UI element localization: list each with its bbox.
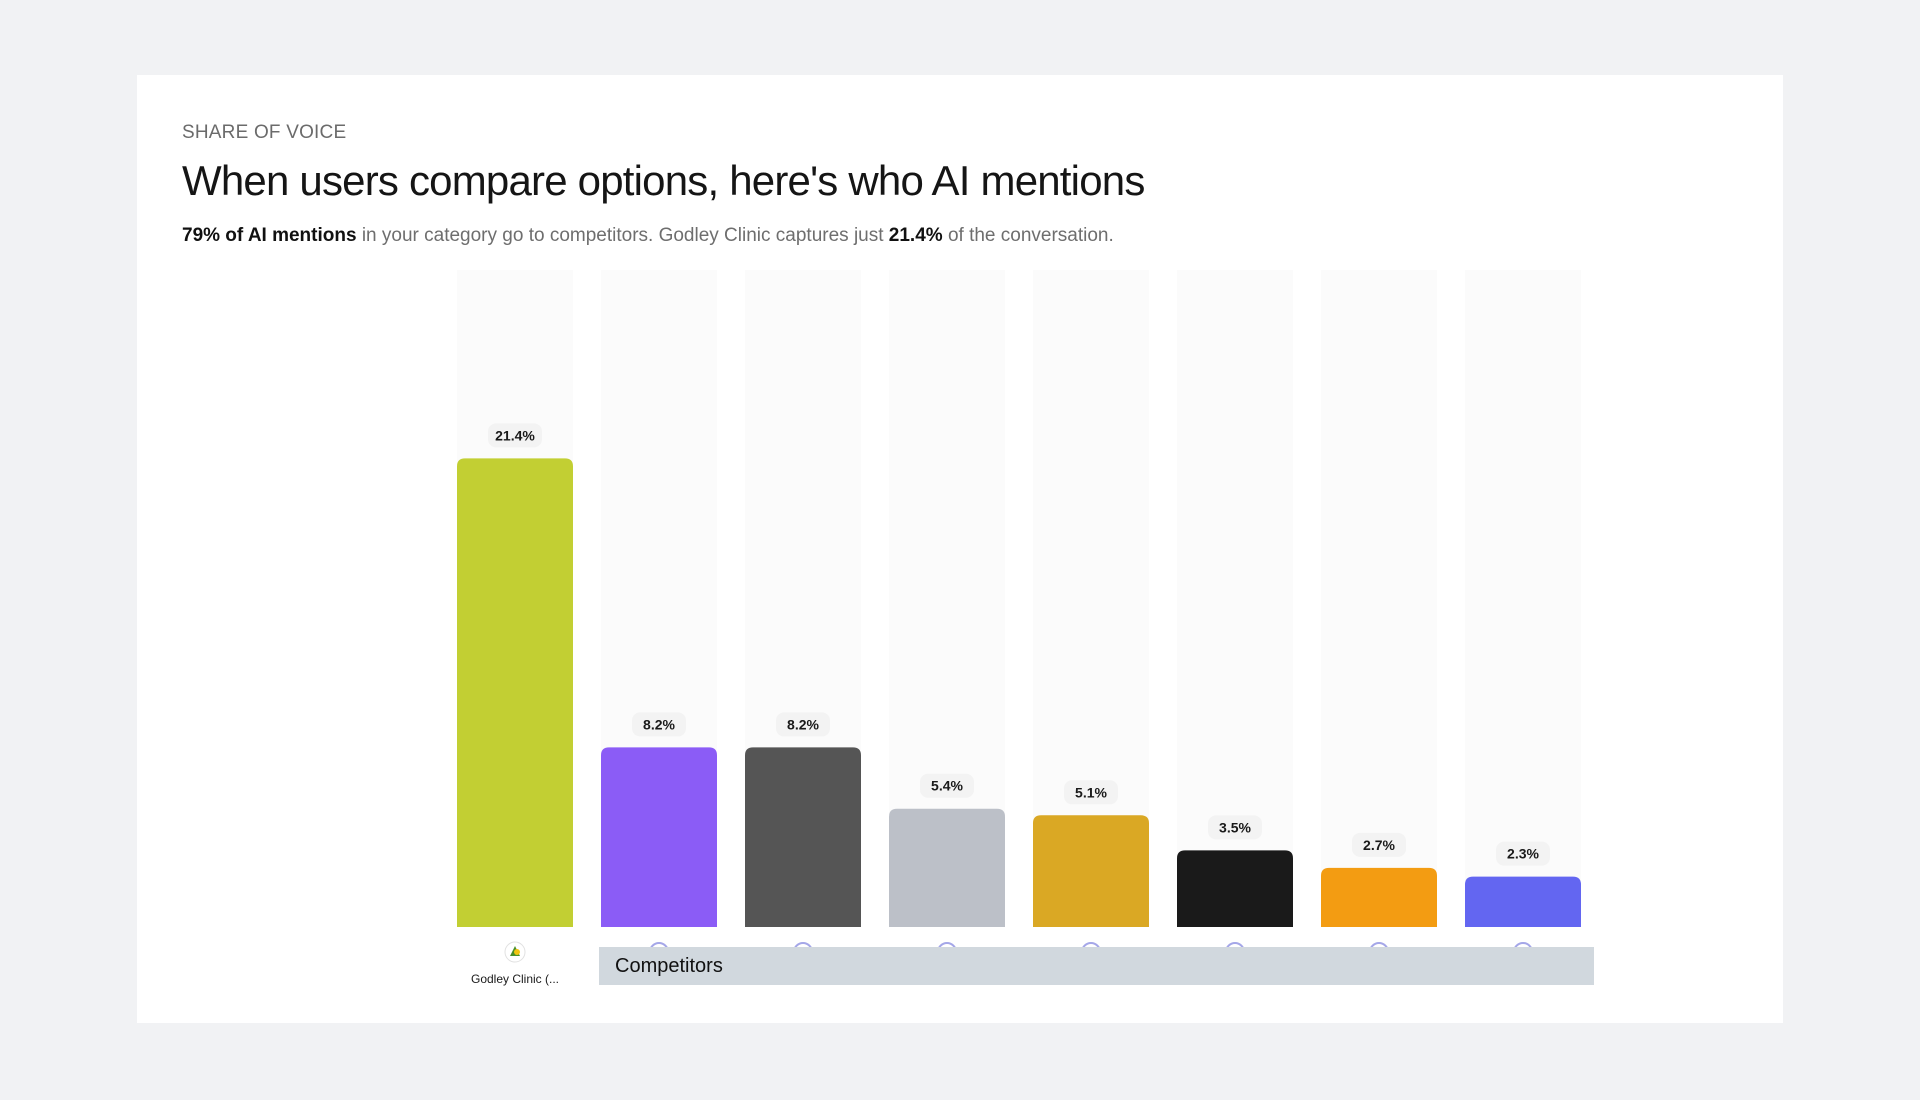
subtitle-highlight-competitors: 79% of AI mentions bbox=[182, 225, 357, 246]
bar[interactable] bbox=[1033, 815, 1149, 927]
legend-label-competitors: Competitors bbox=[615, 954, 723, 977]
page-title: When users compare options, here's who A… bbox=[182, 157, 1145, 204]
data-label: 8.2% bbox=[787, 716, 819, 732]
data-label: 2.3% bbox=[1507, 846, 1539, 862]
bar-group[interactable]: 5.4% bbox=[889, 270, 1005, 962]
data-label-bg bbox=[920, 773, 974, 798]
icon-shape bbox=[514, 949, 520, 955]
competitors-legend[interactable]: Competitors bbox=[599, 947, 1594, 985]
bar[interactable] bbox=[601, 747, 717, 927]
share-of-voice-card: SHARE OF VOICE When users compare option… bbox=[137, 75, 1783, 1023]
bar[interactable] bbox=[1321, 867, 1437, 927]
bar-group[interactable]: 2.7% bbox=[1321, 270, 1437, 962]
bar[interactable] bbox=[889, 808, 1005, 927]
bar[interactable] bbox=[457, 458, 573, 927]
data-label: 8.2% bbox=[643, 716, 675, 732]
data-label: 21.4% bbox=[495, 427, 535, 443]
data-label-bg bbox=[1352, 832, 1406, 857]
data-label-bg bbox=[488, 423, 542, 448]
share-of-voice-bar-chart: 21.4% Godley Clinic (... 8.2% 8.2% 5.4% 5.1% 3… bbox=[457, 270, 1581, 986]
subtitle-text-2: of the conversation. bbox=[942, 225, 1114, 246]
bar[interactable] bbox=[1465, 876, 1581, 927]
data-label-bg bbox=[776, 712, 830, 737]
bar-group[interactable]: 8.2% bbox=[601, 270, 717, 962]
data-label: 5.4% bbox=[931, 778, 963, 794]
bar[interactable] bbox=[1177, 850, 1293, 927]
subtitle-highlight-share: 21.4% bbox=[888, 225, 943, 246]
bar-track bbox=[1321, 270, 1437, 927]
bar-group[interactable]: 5.1% bbox=[1033, 270, 1149, 962]
bar[interactable] bbox=[745, 747, 861, 927]
data-label: 5.1% bbox=[1075, 784, 1107, 800]
data-label-bg bbox=[1208, 815, 1262, 840]
data-label-bg bbox=[632, 712, 686, 737]
bar-track bbox=[1465, 270, 1581, 927]
bar-group[interactable]: 21.4% Godley Clinic (... bbox=[457, 270, 573, 986]
data-label: 3.5% bbox=[1219, 819, 1251, 835]
data-label: 2.7% bbox=[1363, 837, 1395, 853]
category-label: Godley Clinic (... bbox=[471, 972, 559, 986]
data-label-bg bbox=[1496, 841, 1550, 866]
bar-group[interactable]: 2.3% bbox=[1465, 270, 1581, 962]
clinic-logo-icon bbox=[504, 941, 526, 963]
data-label-bg bbox=[1064, 780, 1118, 805]
chart-subtitle: 79% of AI mentions in your category go t… bbox=[182, 225, 1114, 247]
subtitle-text-1: in your category go to competitors. Godl… bbox=[356, 225, 889, 246]
bar-group[interactable]: 3.5% bbox=[1177, 270, 1293, 962]
bar-group[interactable]: 8.2% bbox=[745, 270, 861, 962]
section-eyebrow: SHARE OF VOICE bbox=[182, 122, 347, 143]
